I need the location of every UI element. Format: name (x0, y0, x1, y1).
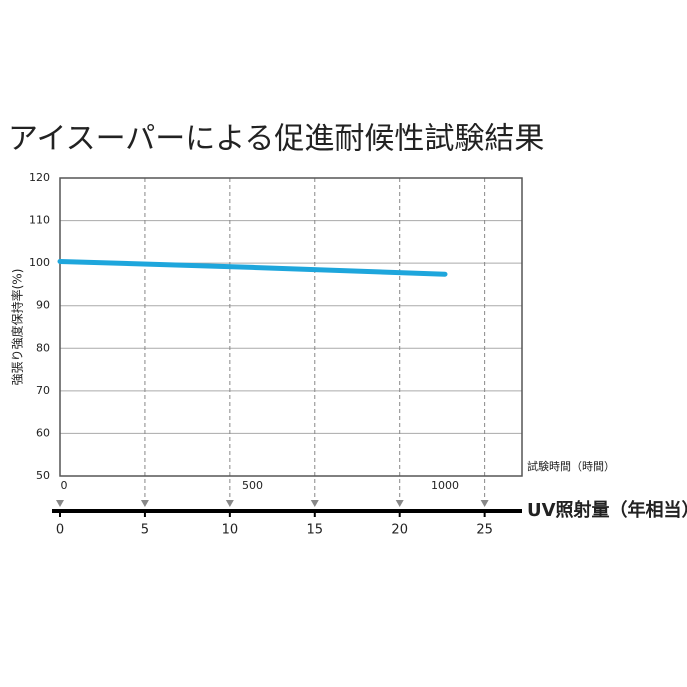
x2-tick-label: 0 (56, 523, 64, 538)
data-line (57, 258, 448, 277)
plot-frame (59, 177, 523, 477)
tick-arrow (310, 500, 319, 507)
x2-tick-label: 15 (307, 523, 324, 538)
y-tick-label: 100 (29, 256, 50, 269)
x2-tick-label: 25 (476, 523, 493, 538)
tick-arrow (480, 500, 489, 507)
y-tick-label: 60 (36, 426, 50, 439)
x-tick-label: 0 (61, 479, 68, 492)
y-tick-label: 110 (29, 214, 50, 227)
y-tick-label: 50 (36, 469, 50, 482)
tick-arrow (56, 500, 64, 507)
tick-arrow (395, 500, 404, 507)
y-tick-label: 120 (29, 171, 50, 184)
y-axis-label: 強張り強度保持率(%) (10, 269, 25, 386)
x-tick-label: 1000 (431, 479, 459, 492)
y-tick-label: 90 (36, 299, 50, 312)
x2-tick-label: 20 (391, 523, 408, 538)
x-axis-label: 試験時間（時間） (527, 459, 615, 473)
y-tick-label: 70 (36, 384, 50, 397)
x2-tick-label: 10 (222, 523, 239, 538)
chart-title: アイスーパーによる促進耐候性試験結果 (8, 122, 544, 157)
x2-axis-label: UV照射量（年相当） (527, 499, 687, 521)
x-tick-label: 500 (242, 479, 263, 492)
y-tick-label: 80 (36, 341, 50, 354)
x2-tick-label: 5 (141, 523, 149, 538)
tick-arrow (225, 500, 234, 507)
tick-arrow (140, 500, 149, 507)
